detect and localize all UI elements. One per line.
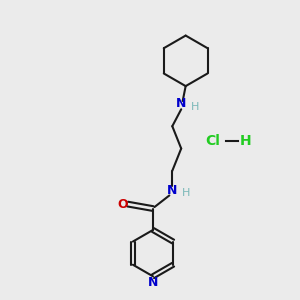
Text: N: N bbox=[176, 98, 186, 110]
Text: H: H bbox=[182, 188, 190, 198]
Text: O: O bbox=[117, 198, 128, 211]
Text: N: N bbox=[148, 276, 158, 289]
Text: Cl: Cl bbox=[205, 134, 220, 148]
Text: N: N bbox=[167, 184, 178, 196]
Text: H: H bbox=[239, 134, 251, 148]
Text: H: H bbox=[190, 102, 199, 112]
